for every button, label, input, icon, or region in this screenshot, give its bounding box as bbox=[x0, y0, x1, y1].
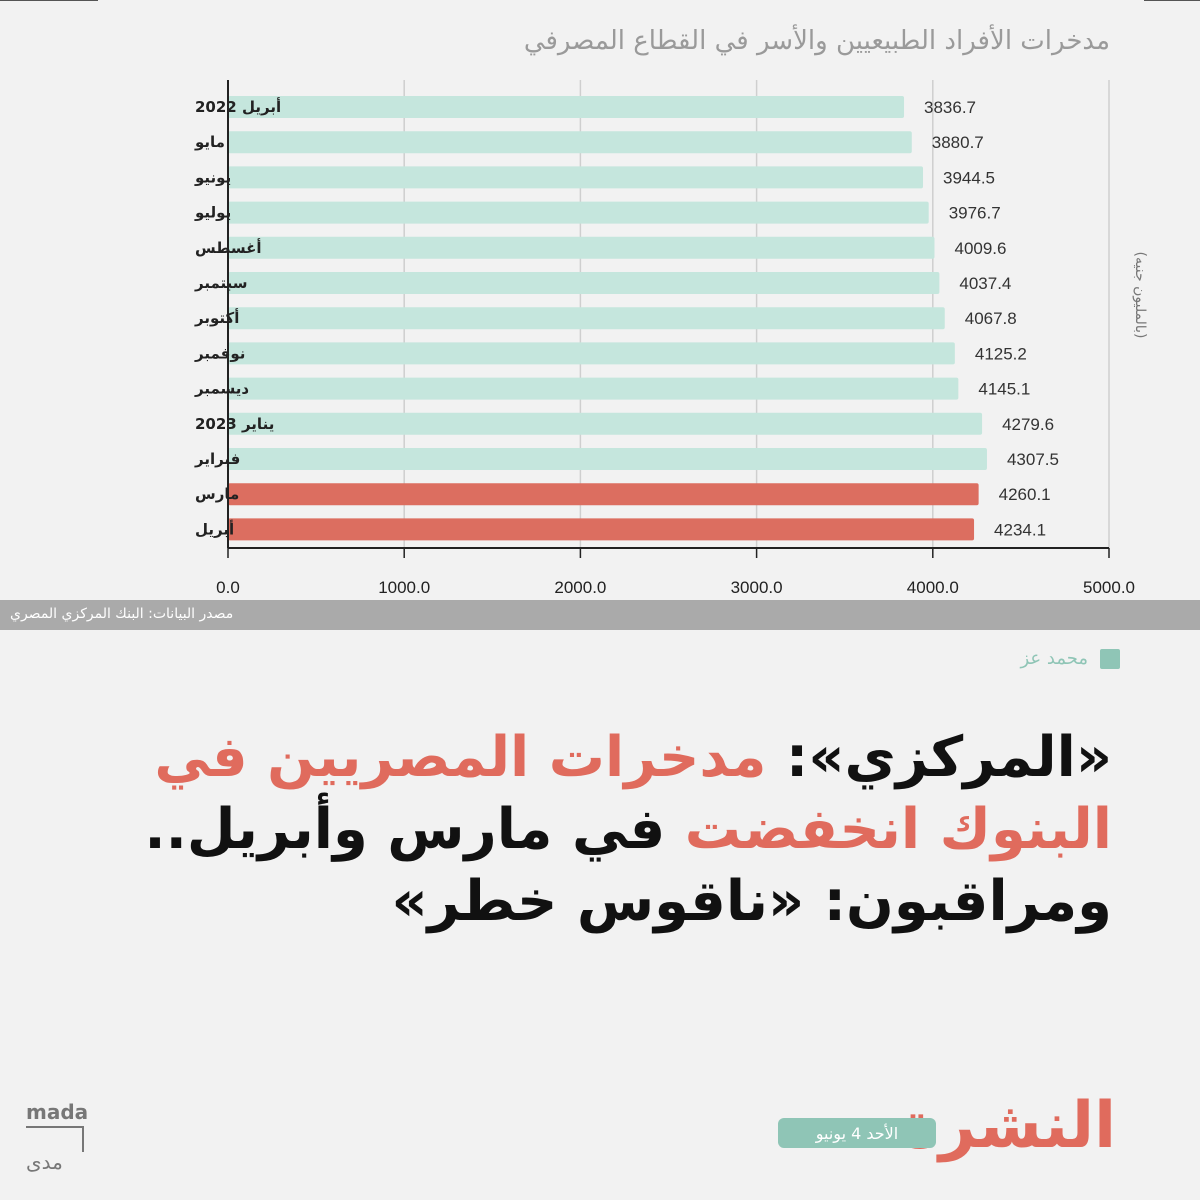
bar bbox=[228, 166, 924, 189]
bar bbox=[228, 131, 912, 154]
date-badge: الأحد 4 يونيو bbox=[778, 1118, 936, 1148]
x-tick-label: 4000.0 bbox=[907, 578, 959, 597]
y-tick-label: سبتمبر bbox=[194, 274, 248, 292]
data-label: 4307.5 bbox=[1007, 450, 1059, 469]
x-tick-label: 3000.0 bbox=[731, 578, 783, 597]
x-tick-label: 1000.0 bbox=[378, 578, 430, 597]
data-label: 4125.2 bbox=[975, 344, 1027, 363]
mada-logo-arabic: مدى bbox=[26, 1150, 63, 1174]
y-tick-label: نوفمبر bbox=[194, 344, 245, 362]
data-label: 4279.6 bbox=[1002, 415, 1054, 434]
top-rule-left bbox=[0, 0, 98, 1]
data-label: 4067.8 bbox=[965, 309, 1017, 328]
data-label: 4009.6 bbox=[954, 239, 1006, 258]
bar bbox=[228, 307, 945, 330]
bar bbox=[228, 518, 975, 541]
data-label: 3880.7 bbox=[932, 133, 984, 152]
bar bbox=[228, 412, 983, 435]
headline-part-3: في مارس وأبريل.. ومراقبون: «ناقوس خطر» bbox=[144, 797, 1112, 934]
source-text: مصدر البيانات: البنك المركزي المصري bbox=[10, 606, 234, 622]
brand-logo: النشرة bbox=[901, 1089, 1116, 1163]
unit-text: (بالمليون جنيه) bbox=[1132, 251, 1148, 339]
y-tick-label: أبريل 2022 bbox=[195, 97, 281, 116]
author-name[interactable]: محمد عز bbox=[1020, 648, 1088, 669]
y-tick-label: أبريل bbox=[195, 519, 234, 538]
headline-highlight: مدخرات المصريين في البنوك انخفضت bbox=[154, 725, 1112, 862]
y-tick-label: أكتوبر bbox=[194, 308, 239, 327]
y-tick-label: مايو bbox=[194, 133, 225, 151]
source-band: مصدر البيانات: البنك المركزي المصري bbox=[0, 600, 1200, 630]
bar bbox=[228, 448, 987, 470]
headline-part-1: «المركزي»: bbox=[766, 725, 1112, 790]
mada-logo-mark bbox=[26, 1126, 84, 1152]
data-label: 4037.4 bbox=[959, 274, 1011, 293]
bar bbox=[228, 483, 979, 506]
x-tick-label: 0.0 bbox=[216, 578, 240, 597]
mada-logo-latin: mada bbox=[26, 1100, 89, 1124]
y-tick-label: مارس bbox=[195, 485, 239, 503]
data-label: 3976.7 bbox=[949, 204, 1001, 223]
author-byline: محمد عز bbox=[1020, 648, 1120, 669]
bar bbox=[228, 272, 940, 294]
y-tick-label: يونيو bbox=[194, 168, 231, 186]
data-label: 4260.1 bbox=[999, 485, 1051, 504]
author-square-icon bbox=[1100, 648, 1120, 669]
data-label: 3836.7 bbox=[924, 98, 976, 117]
bar-chart: 0.0 1000.0 2000.0 3000.0 4000.0 5000.0 3836.7 أ… bbox=[194, 80, 1135, 597]
data-label: 4234.1 bbox=[994, 520, 1046, 539]
bar bbox=[228, 201, 929, 224]
data-label: 4145.1 bbox=[978, 380, 1030, 399]
x-tick-label: 2000.0 bbox=[554, 578, 606, 597]
x-tick-label: 5000.0 bbox=[1083, 578, 1135, 597]
bar bbox=[228, 377, 959, 400]
y-tick-label: يوليو bbox=[194, 204, 231, 222]
y-tick-label: ديسمبر bbox=[194, 380, 249, 398]
top-rule-right bbox=[1144, 0, 1200, 1]
y-tick-label: فبراير bbox=[194, 450, 240, 468]
data-label: 3944.5 bbox=[943, 168, 995, 187]
headline[interactable]: «المركزي»: مدخرات المصريين في البنوك انخ… bbox=[112, 722, 1112, 938]
bar bbox=[228, 236, 935, 259]
y-axis-unit-label: (بالمليون جنيه) bbox=[1128, 240, 1152, 350]
y-tick-label: يناير 2023 bbox=[195, 415, 274, 433]
mada-logo: mada مدى bbox=[26, 1100, 88, 1176]
bar bbox=[228, 342, 955, 365]
bar bbox=[228, 96, 905, 118]
chart-title: مدخرات الأفراد الطبيعيين والأسر في القطا… bbox=[523, 26, 1110, 56]
